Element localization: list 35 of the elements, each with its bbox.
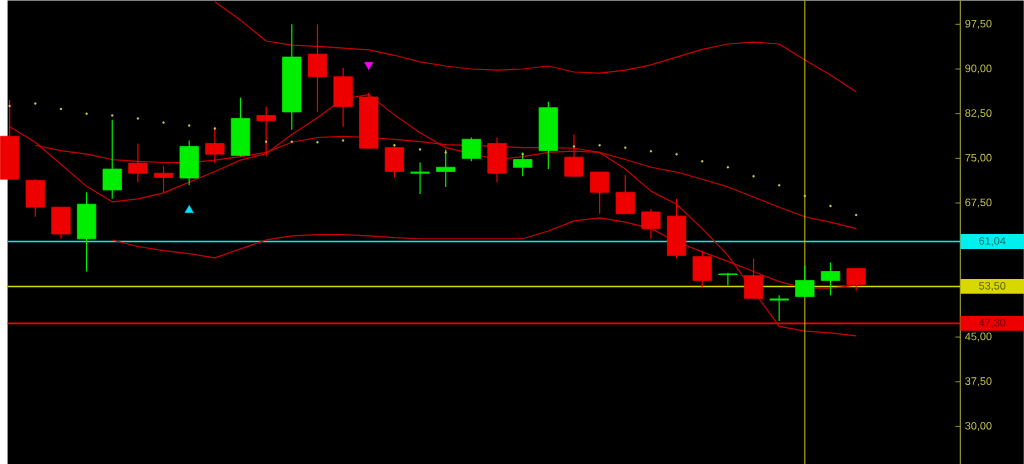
candlestick (820, 261, 841, 296)
y-tick-label: 75,00 (965, 153, 992, 163)
candlestick (153, 165, 174, 193)
candlestick (205, 126, 225, 164)
candlestick (795, 264, 815, 297)
candlestick (589, 171, 610, 215)
candlestick (641, 208, 661, 240)
candlestick (128, 142, 148, 183)
candlestick (410, 161, 430, 195)
y-tick-label: 97,50 (965, 19, 992, 29)
y-tick-label: 67,50 (965, 198, 992, 208)
ref-line-label: 61,04 (979, 236, 1006, 246)
ref-line-label: 47,30 (978, 318, 1006, 328)
candlestick (846, 267, 866, 291)
candlestick (461, 136, 482, 162)
candlestick (615, 174, 635, 215)
point (364, 61, 374, 70)
y-tick-label: 45,00 (965, 332, 992, 342)
candlestick (564, 133, 584, 177)
y-tick-label: 30,00 (965, 421, 992, 431)
candlestick (718, 271, 738, 286)
point (184, 204, 194, 213)
y-tick-label: 82,50 (965, 108, 992, 118)
candlestick (307, 23, 328, 113)
candlestick (692, 249, 712, 289)
candlestick (436, 148, 456, 188)
candlestick (384, 143, 405, 178)
candlestick (256, 105, 276, 157)
y-tick-label: 90,00 (965, 64, 992, 74)
candlestick (102, 118, 122, 200)
candlestick (769, 294, 789, 322)
y-tick-label: 37,50 (965, 377, 992, 387)
candlestick (743, 257, 764, 299)
candlestick (513, 151, 533, 177)
ref-line-label: 53,50 (979, 281, 1006, 291)
